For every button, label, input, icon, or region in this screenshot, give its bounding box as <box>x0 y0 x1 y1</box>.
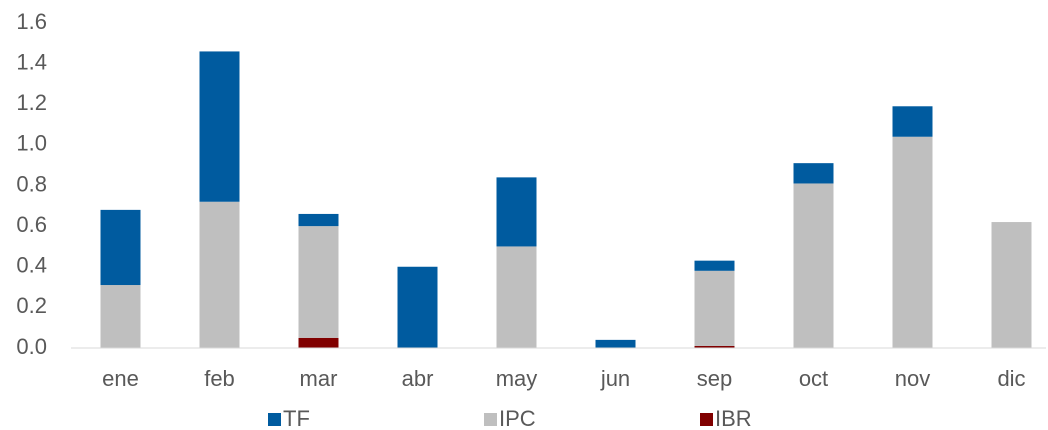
y-tick-label: 1.2 <box>16 90 47 115</box>
x-tick-label: sep <box>697 366 732 391</box>
bar-segment <box>694 260 735 271</box>
legend-swatch <box>700 413 713 426</box>
bar-segment <box>595 339 636 348</box>
y-tick-label: 0.4 <box>16 253 47 278</box>
bar-segment <box>694 345 735 348</box>
bar-segment <box>298 226 339 338</box>
bar-segment <box>892 106 933 137</box>
x-tick-label: nov <box>895 366 930 391</box>
bar-segment <box>496 177 537 247</box>
y-tick-label: 0.2 <box>16 293 47 318</box>
x-tick-label: jun <box>600 366 630 391</box>
legend-swatch <box>484 413 497 426</box>
x-tick-label: abr <box>402 366 434 391</box>
y-tick-label: 1.0 <box>16 131 47 156</box>
bar-segment <box>496 246 537 348</box>
legend-label: TF <box>283 406 310 430</box>
bar-segment <box>793 183 834 348</box>
bar-segment <box>397 266 438 348</box>
bar-segment <box>298 337 339 348</box>
x-tick-label: mar <box>300 366 338 391</box>
y-tick-label: 1.6 <box>16 9 47 34</box>
bar-segment <box>100 285 141 348</box>
y-tick-label: 1.4 <box>16 49 47 74</box>
x-tick-label: oct <box>799 366 828 391</box>
bar-segment <box>892 136 933 348</box>
y-tick-label: 0.0 <box>16 334 47 359</box>
x-tick-label: dic <box>997 366 1025 391</box>
bar-segment <box>991 222 1032 348</box>
x-tick-label: feb <box>204 366 235 391</box>
bar-segment <box>793 163 834 184</box>
bar-segment <box>199 51 240 202</box>
bar-segment <box>298 213 339 227</box>
legend-label: IPC <box>499 406 536 430</box>
bar-segment <box>694 270 735 346</box>
bar-segment <box>100 209 141 286</box>
x-tick-label: may <box>496 366 538 391</box>
legend-swatch <box>268 413 281 426</box>
y-tick-label: 0.8 <box>16 171 47 196</box>
bar-segment <box>199 201 240 348</box>
x-tick-label: ene <box>102 366 139 391</box>
y-tick-label: 0.6 <box>16 212 47 237</box>
legend-label: IBR <box>715 406 752 430</box>
